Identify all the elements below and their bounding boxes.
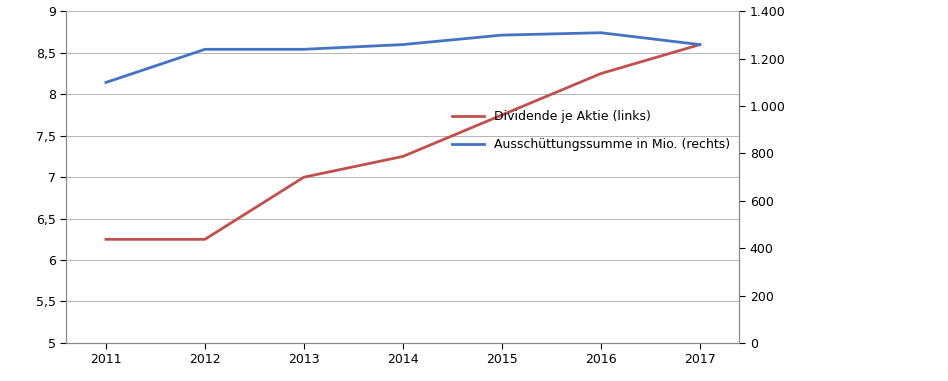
Line: Dividende je Aktie (links): Dividende je Aktie (links) xyxy=(106,45,700,239)
Legend: Dividende je Aktie (links), Ausschüttungssumme in Mio. (rechts): Dividende je Aktie (links), Ausschüttung… xyxy=(452,110,730,152)
Ausschüttungssumme in Mio. (rechts) xyxy=(694,42,705,47)
Ausschüttungssumme in Mio. (rechts) xyxy=(496,33,507,37)
Ausschüttungssumme in Mio. (rechts) xyxy=(100,80,112,85)
Ausschüttungssumme in Mio. (rechts) xyxy=(397,42,409,47)
Ausschüttungssumme in Mio. (rechts) xyxy=(299,47,310,51)
Dividende je Aktie (links) xyxy=(595,71,607,76)
Dividende je Aktie (links) xyxy=(397,154,409,159)
Dividende je Aktie (links) xyxy=(100,237,112,242)
Ausschüttungssumme in Mio. (rechts) xyxy=(595,30,607,35)
Dividende je Aktie (links) xyxy=(496,113,507,117)
Dividende je Aktie (links) xyxy=(694,42,705,47)
Dividende je Aktie (links) xyxy=(299,175,310,179)
Dividende je Aktie (links) xyxy=(199,237,210,242)
Line: Ausschüttungssumme in Mio. (rechts): Ausschüttungssumme in Mio. (rechts) xyxy=(106,33,700,82)
Ausschüttungssumme in Mio. (rechts) xyxy=(199,47,210,51)
